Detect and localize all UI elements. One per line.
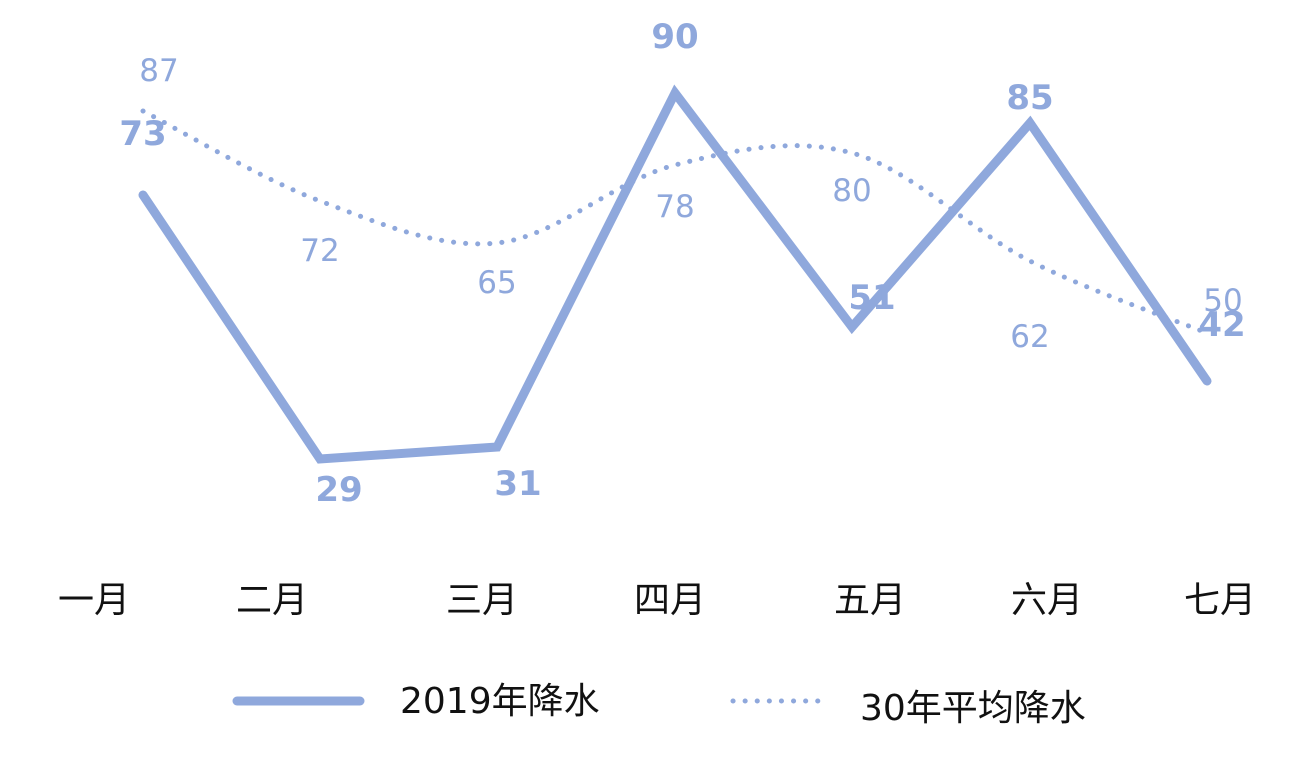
data-label-average: 62 xyxy=(1010,319,1049,355)
data-labels-layer: 73 29 31 90 51 85 42 87 72 65 78 80 62 50 xyxy=(119,17,1245,510)
legend: 2019年降水 30年平均降水 xyxy=(232,681,1086,729)
average-series-layer xyxy=(140,108,1210,336)
legend-label-average: 30年平均降水 xyxy=(860,688,1086,729)
data-label-2019: 73 xyxy=(119,114,166,154)
x-tick-label: 四月 xyxy=(634,580,706,621)
x-axis-ticks: 一月 二月 三月 四月 五月 六月 七月 xyxy=(58,580,1256,621)
legend-label-2019: 2019年降水 xyxy=(400,681,600,722)
data-label-2019: 90 xyxy=(651,17,698,57)
x-tick-label: 五月 xyxy=(834,580,906,621)
data-label-average: 72 xyxy=(300,233,339,269)
data-label-average: 80 xyxy=(832,173,871,209)
data-label-average: 78 xyxy=(655,189,694,225)
2019-series-layer xyxy=(138,84,1212,464)
series-line-2019 xyxy=(138,84,1212,464)
data-label-2019: 31 xyxy=(494,464,541,504)
x-tick-label: 三月 xyxy=(446,580,518,621)
data-label-average: 50 xyxy=(1203,283,1242,319)
x-tick-label: 六月 xyxy=(1011,580,1083,621)
data-label-average: 87 xyxy=(139,53,178,89)
data-label-2019: 51 xyxy=(848,278,895,318)
data-label-2019: 85 xyxy=(1006,78,1053,118)
x-tick-label: 二月 xyxy=(236,580,308,621)
series-line-average xyxy=(140,108,1210,336)
data-label-average: 65 xyxy=(477,265,516,301)
x-tick-label: 一月 xyxy=(58,580,130,621)
data-label-2019: 29 xyxy=(315,470,362,510)
data-label-2019: 42 xyxy=(1198,305,1245,345)
x-tick-label: 七月 xyxy=(1184,580,1256,621)
